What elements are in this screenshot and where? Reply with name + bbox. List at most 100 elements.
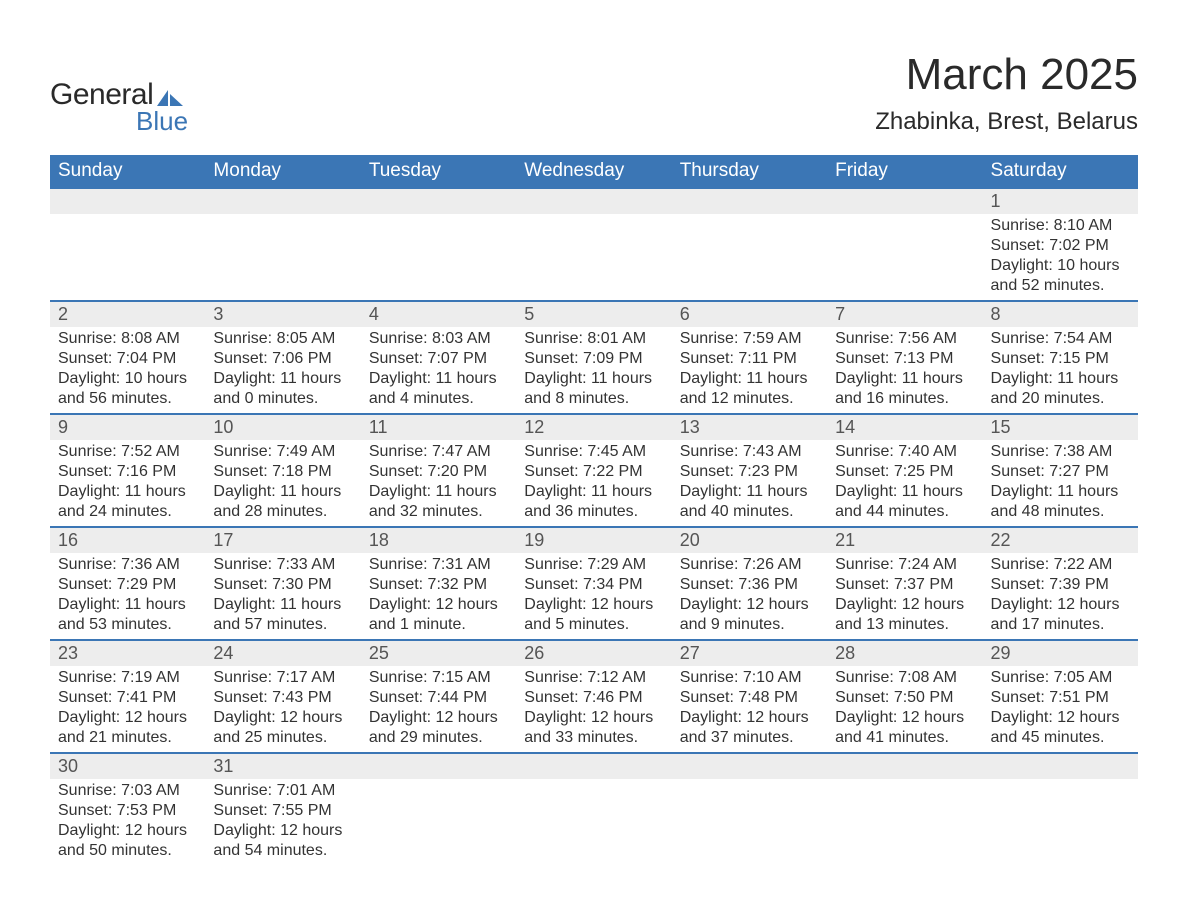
sunrise-line: Sunrise: 7:40 AM [835,442,974,462]
day-number: 26 [516,641,671,666]
daylight-line: Daylight: 12 hours and 50 minutes. [58,821,197,861]
day-number: 7 [827,302,982,327]
day-content: Sunrise: 7:33 AMSunset: 7:30 PMDaylight:… [205,553,360,639]
sunset-line: Sunset: 7:41 PM [58,688,197,708]
weekday-header: Friday [827,155,982,188]
sunset-line: Sunset: 7:30 PM [213,575,352,595]
day-content: Sunrise: 7:17 AMSunset: 7:43 PMDaylight:… [205,666,360,752]
daylight-line: Daylight: 11 hours and 24 minutes. [58,482,197,522]
day-number [516,754,671,779]
day-content: Sunrise: 7:03 AMSunset: 7:53 PMDaylight:… [50,779,205,865]
day-content: Sunrise: 7:56 AMSunset: 7:13 PMDaylight:… [827,327,982,413]
sunrise-line: Sunrise: 7:54 AM [991,329,1130,349]
day-content: Sunrise: 7:10 AMSunset: 7:48 PMDaylight:… [672,666,827,752]
month-title: March 2025 [875,50,1138,100]
daylight-line: Daylight: 12 hours and 9 minutes. [680,595,819,635]
sunset-line: Sunset: 7:44 PM [369,688,508,708]
calendar-cell: 15Sunrise: 7:38 AMSunset: 7:27 PMDayligh… [983,414,1138,527]
calendar-week-row: 2Sunrise: 8:08 AMSunset: 7:04 PMDaylight… [50,301,1138,414]
calendar-cell: 10Sunrise: 7:49 AMSunset: 7:18 PMDayligh… [205,414,360,527]
day-content: Sunrise: 7:49 AMSunset: 7:18 PMDaylight:… [205,440,360,526]
calendar-cell: 30Sunrise: 7:03 AMSunset: 7:53 PMDayligh… [50,753,205,865]
calendar-cell [361,753,516,865]
sunset-line: Sunset: 7:09 PM [524,349,663,369]
sunset-line: Sunset: 7:37 PM [835,575,974,595]
sunrise-line: Sunrise: 8:03 AM [369,329,508,349]
daylight-line: Daylight: 12 hours and 41 minutes. [835,708,974,748]
sunrise-line: Sunrise: 7:52 AM [58,442,197,462]
day-number: 12 [516,415,671,440]
sunset-line: Sunset: 7:16 PM [58,462,197,482]
calendar-cell [516,753,671,865]
day-number: 16 [50,528,205,553]
sunrise-line: Sunrise: 7:17 AM [213,668,352,688]
daylight-line: Daylight: 11 hours and 4 minutes. [369,369,508,409]
daylight-line: Daylight: 12 hours and 13 minutes. [835,595,974,635]
weekday-header: Wednesday [516,155,671,188]
daylight-line: Daylight: 12 hours and 29 minutes. [369,708,508,748]
calendar-cell: 8Sunrise: 7:54 AMSunset: 7:15 PMDaylight… [983,301,1138,414]
day-number: 14 [827,415,982,440]
logo-text-blue: Blue [136,106,188,137]
day-number: 6 [672,302,827,327]
day-number: 5 [516,302,671,327]
calendar-cell [205,188,360,301]
sunset-line: Sunset: 7:23 PM [680,462,819,482]
day-number [827,189,982,214]
calendar-cell: 22Sunrise: 7:22 AMSunset: 7:39 PMDayligh… [983,527,1138,640]
calendar-cell [672,753,827,865]
day-content [983,779,1138,785]
calendar-cell: 23Sunrise: 7:19 AMSunset: 7:41 PMDayligh… [50,640,205,753]
sunset-line: Sunset: 7:07 PM [369,349,508,369]
day-content: Sunrise: 7:31 AMSunset: 7:32 PMDaylight:… [361,553,516,639]
daylight-line: Daylight: 11 hours and 57 minutes. [213,595,352,635]
sunrise-line: Sunrise: 7:19 AM [58,668,197,688]
calendar-cell: 21Sunrise: 7:24 AMSunset: 7:37 PMDayligh… [827,527,982,640]
day-number: 28 [827,641,982,666]
sunset-line: Sunset: 7:02 PM [991,236,1130,256]
sunset-line: Sunset: 7:15 PM [991,349,1130,369]
calendar-cell: 9Sunrise: 7:52 AMSunset: 7:16 PMDaylight… [50,414,205,527]
daylight-line: Daylight: 11 hours and 36 minutes. [524,482,663,522]
sunrise-line: Sunrise: 7:12 AM [524,668,663,688]
day-number [983,754,1138,779]
day-number: 18 [361,528,516,553]
sunrise-line: Sunrise: 7:47 AM [369,442,508,462]
calendar-cell: 20Sunrise: 7:26 AMSunset: 7:36 PMDayligh… [672,527,827,640]
calendar-cell: 28Sunrise: 7:08 AMSunset: 7:50 PMDayligh… [827,640,982,753]
sunrise-line: Sunrise: 7:29 AM [524,555,663,575]
day-content [516,779,671,785]
day-number: 9 [50,415,205,440]
calendar-cell [983,753,1138,865]
day-content: Sunrise: 8:01 AMSunset: 7:09 PMDaylight:… [516,327,671,413]
day-content: Sunrise: 7:43 AMSunset: 7:23 PMDaylight:… [672,440,827,526]
calendar-cell: 1Sunrise: 8:10 AMSunset: 7:02 PMDaylight… [983,188,1138,301]
sunrise-line: Sunrise: 7:03 AM [58,781,197,801]
calendar-cell [827,753,982,865]
day-number: 22 [983,528,1138,553]
day-content: Sunrise: 7:12 AMSunset: 7:46 PMDaylight:… [516,666,671,752]
day-number: 27 [672,641,827,666]
sunset-line: Sunset: 7:22 PM [524,462,663,482]
sunrise-line: Sunrise: 7:45 AM [524,442,663,462]
day-content: Sunrise: 7:29 AMSunset: 7:34 PMDaylight:… [516,553,671,639]
day-number [827,754,982,779]
logo-top-row: General [50,78,183,112]
sunset-line: Sunset: 7:20 PM [369,462,508,482]
day-content: Sunrise: 8:03 AMSunset: 7:07 PMDaylight:… [361,327,516,413]
calendar-cell: 7Sunrise: 7:56 AMSunset: 7:13 PMDaylight… [827,301,982,414]
day-content: Sunrise: 7:26 AMSunset: 7:36 PMDaylight:… [672,553,827,639]
daylight-line: Daylight: 11 hours and 40 minutes. [680,482,819,522]
calendar-cell: 27Sunrise: 7:10 AMSunset: 7:48 PMDayligh… [672,640,827,753]
sunset-line: Sunset: 7:39 PM [991,575,1130,595]
sunrise-line: Sunrise: 8:08 AM [58,329,197,349]
sunset-line: Sunset: 7:18 PM [213,462,352,482]
calendar-cell: 3Sunrise: 8:05 AMSunset: 7:06 PMDaylight… [205,301,360,414]
day-number: 15 [983,415,1138,440]
daylight-line: Daylight: 11 hours and 20 minutes. [991,369,1130,409]
calendar-cell: 14Sunrise: 7:40 AMSunset: 7:25 PMDayligh… [827,414,982,527]
day-number [361,754,516,779]
daylight-line: Daylight: 11 hours and 32 minutes. [369,482,508,522]
calendar-cell [672,188,827,301]
weekday-header: Tuesday [361,155,516,188]
